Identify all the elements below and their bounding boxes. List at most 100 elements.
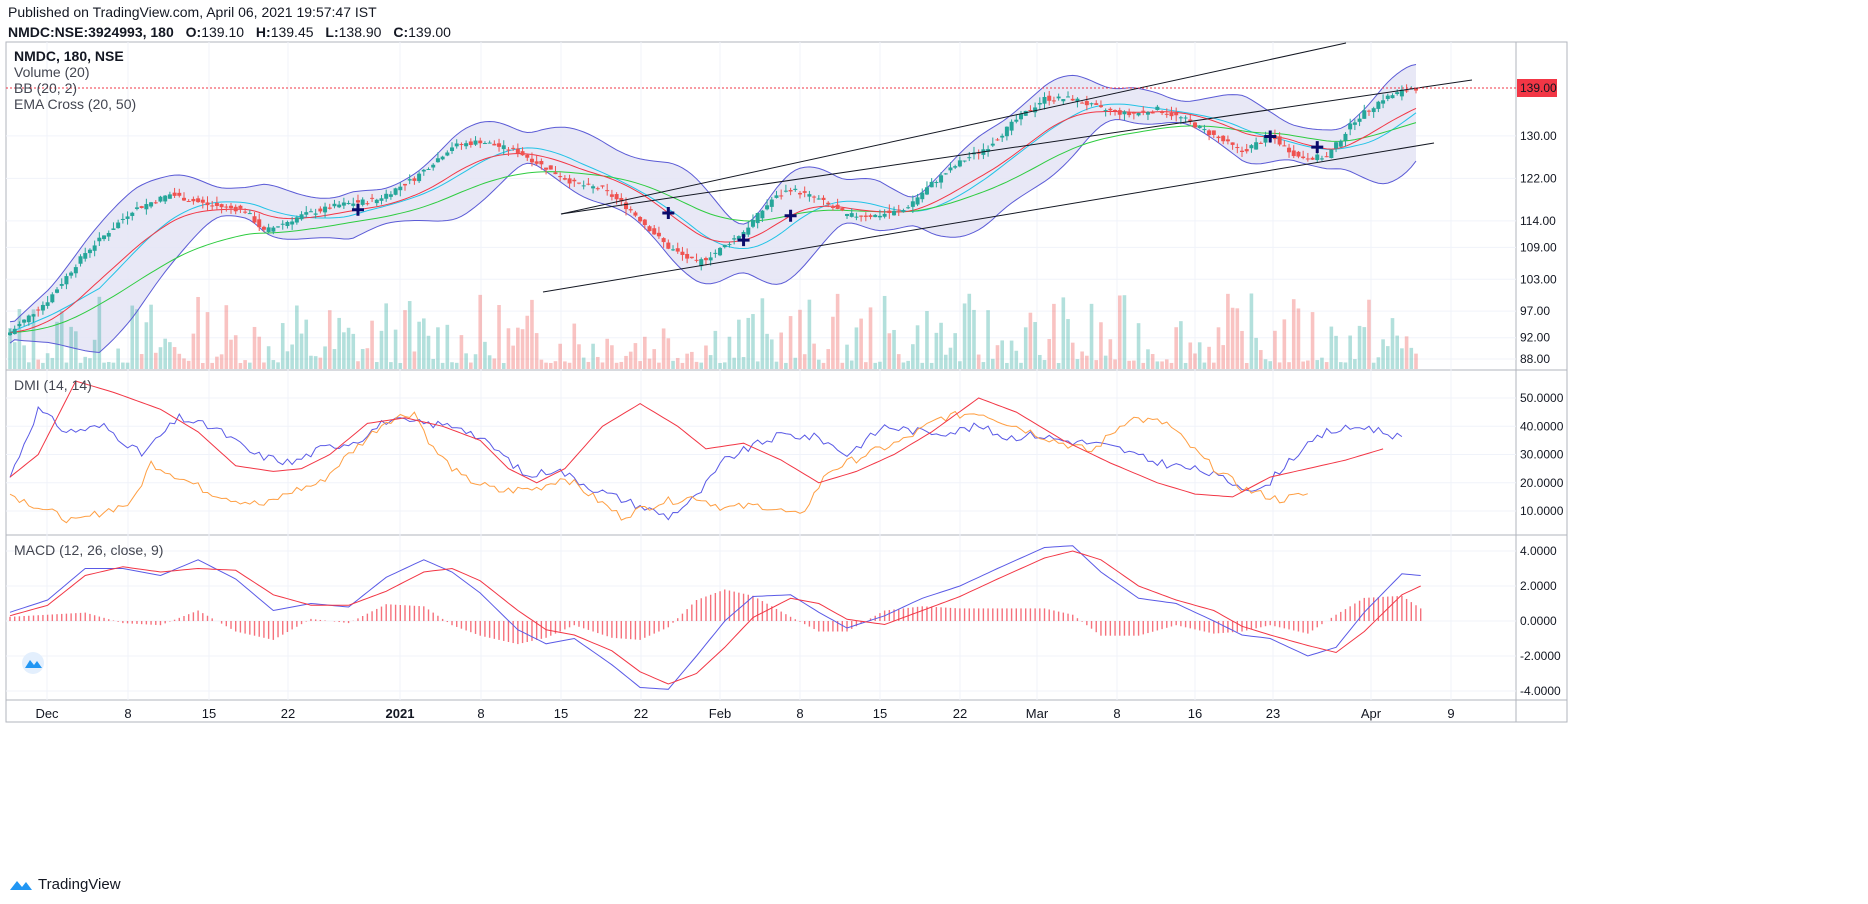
- volume-bar: [483, 341, 487, 369]
- candle-body: [1301, 156, 1306, 159]
- candle-body: [511, 147, 516, 149]
- candle-body: [1000, 135, 1005, 138]
- candle-body: [31, 314, 36, 317]
- candle-body: [783, 190, 788, 192]
- volume-bar: [506, 328, 511, 369]
- candle-body: [196, 198, 201, 203]
- volume-bar: [1113, 359, 1117, 369]
- volume-bar: [943, 354, 948, 369]
- volume-bar: [83, 356, 88, 369]
- tradingview-brand[interactable]: TradingView: [8, 876, 121, 893]
- dmi-tick-label: 40.0000: [1520, 419, 1564, 433]
- candle-body: [652, 228, 657, 235]
- candle-body: [1329, 149, 1334, 159]
- volume-bar: [831, 316, 835, 369]
- candle-body: [172, 192, 177, 196]
- volume-bar: [1409, 347, 1414, 369]
- candle-body: [1066, 96, 1071, 98]
- candle-body: [1221, 135, 1226, 142]
- candle-body: [666, 242, 671, 249]
- price-tick-label: 122.00: [1520, 171, 1557, 185]
- volume-bar: [939, 322, 943, 369]
- candle-body: [924, 187, 929, 195]
- candle-body: [299, 214, 304, 220]
- candle-body: [656, 232, 661, 237]
- volume-bar: [911, 344, 915, 369]
- volume-bar: [1160, 361, 1164, 369]
- volume-bar: [718, 362, 722, 369]
- candle-body: [229, 205, 234, 209]
- candle-body: [22, 319, 27, 323]
- ema-cross-marker: [1311, 141, 1324, 154]
- candle-body: [1084, 101, 1089, 106]
- volume-bar: [1254, 337, 1258, 369]
- volume-bar: [1155, 361, 1160, 369]
- volume-bar: [346, 327, 351, 369]
- candle-body: [1310, 157, 1315, 160]
- candle-body: [614, 194, 619, 200]
- volume-bar: [1240, 330, 1244, 369]
- volume-bar: [915, 325, 920, 369]
- volume-bar: [577, 344, 581, 369]
- candle-body: [708, 257, 713, 261]
- volume-bar: [356, 361, 360, 369]
- candle-body: [50, 294, 55, 303]
- candle-body: [139, 206, 144, 208]
- candle-body: [1009, 121, 1014, 131]
- brand-label: TradingView: [38, 876, 121, 893]
- candle-body: [732, 238, 737, 240]
- candle-body: [1150, 112, 1155, 114]
- candle-body: [120, 218, 125, 220]
- volume-bar: [1381, 339, 1385, 369]
- dmi-tick-label: 20.0000: [1520, 476, 1564, 490]
- candle-body: [1094, 103, 1099, 105]
- volume-legend: Volume (20): [14, 64, 89, 80]
- candle-body: [797, 192, 802, 195]
- volume-bar: [539, 359, 544, 369]
- volume-bar: [1042, 360, 1047, 369]
- volume-bar: [1371, 362, 1376, 369]
- ema-fast-line: [9, 107, 1417, 333]
- volume-bar: [1362, 327, 1367, 369]
- candle-body: [1395, 92, 1400, 95]
- candle-body: [647, 226, 652, 232]
- volume-bar: [990, 358, 995, 369]
- candle-body: [576, 182, 581, 184]
- candle-body: [1188, 119, 1193, 122]
- volume-bar: [1385, 346, 1390, 369]
- volume-bar: [548, 362, 553, 369]
- symbol-ohlc-line: NMDC:NSE:3924993, 180 O:139.10 H:139.45 …: [8, 24, 451, 40]
- candle-body: [40, 304, 45, 311]
- macd-tick-label: -4.0000: [1520, 684, 1561, 698]
- candle-body: [266, 227, 271, 232]
- volume-bar: [121, 362, 125, 369]
- volume-bar: [1009, 340, 1014, 369]
- volume-bar: [544, 362, 548, 369]
- candle-body: [718, 247, 723, 256]
- volume-bar: [1052, 303, 1056, 369]
- volume-bar: [1211, 362, 1216, 369]
- volume-bar: [807, 299, 812, 369]
- candle-body: [1291, 150, 1296, 157]
- candle-body: [1338, 140, 1343, 147]
- volume-bar: [102, 362, 106, 369]
- candle-body: [595, 188, 600, 190]
- low-value: 138.90: [338, 24, 382, 40]
- candle-body: [1178, 117, 1183, 119]
- candle-body: [896, 209, 901, 211]
- chart-logo-icon: [22, 652, 44, 674]
- bollinger-upper-band: [9, 64, 1417, 323]
- volume-bar: [1244, 362, 1249, 369]
- candle-body: [685, 253, 690, 259]
- volume-bar: [600, 362, 605, 369]
- volume-bar: [1028, 312, 1033, 369]
- volume-bar: [163, 338, 167, 369]
- volume-bar: [36, 359, 41, 369]
- chart-frame: [5, 41, 1568, 723]
- close-value: 139.00: [408, 24, 451, 40]
- candle-body: [487, 142, 492, 144]
- volume-bar: [1070, 342, 1075, 369]
- candle-body: [1263, 135, 1268, 143]
- candle-body: [365, 203, 370, 205]
